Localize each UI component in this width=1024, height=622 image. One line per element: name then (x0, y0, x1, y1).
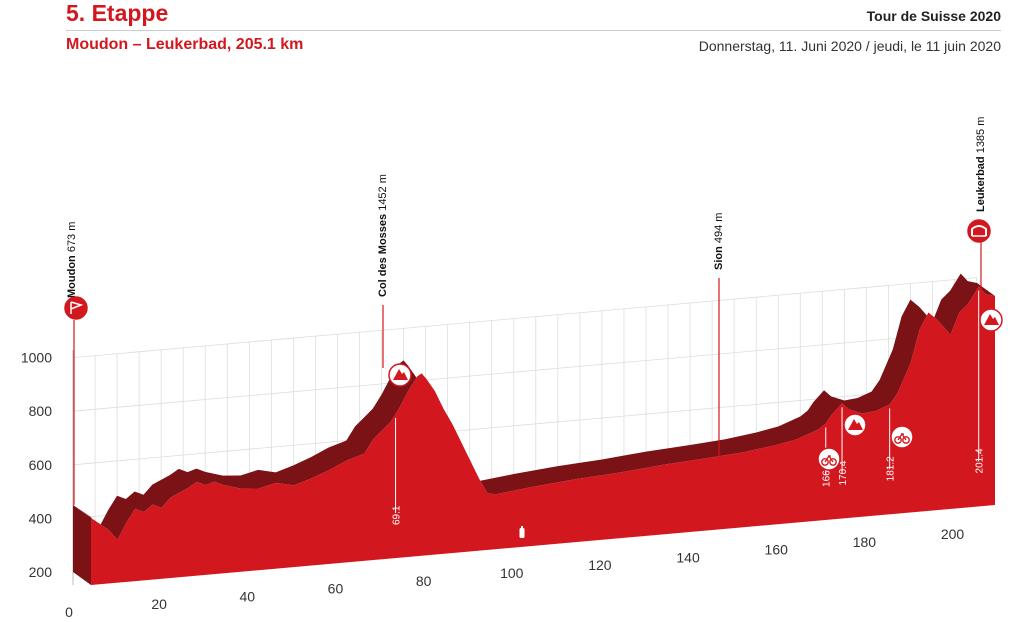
x-tick-label: 100 (500, 565, 524, 581)
finish-arch-glyph (971, 225, 987, 236)
tour-name: Tour de Suisse 2020 (866, 8, 1001, 24)
x-tick-label: 160 (765, 542, 789, 558)
x-tick-label: 60 (328, 581, 344, 597)
icon-circle (817, 447, 841, 471)
start-flag-icon (64, 296, 88, 320)
place-elevation: 673 m (66, 222, 78, 256)
frame-glyph (824, 454, 834, 463)
x-tick-label: 120 (588, 557, 612, 573)
mountain-icon (388, 363, 412, 387)
wheel-glyph (821, 458, 829, 466)
place-elevation: 1452 m (377, 174, 389, 214)
place-label: Leukerbad 1385 m (975, 117, 987, 212)
profile-top-surface (73, 273, 995, 540)
bottle-cap-glyph (521, 526, 523, 528)
km-marker-label: 69.1 (392, 505, 403, 525)
wheel-glyph (829, 458, 837, 466)
place-name: Leukerbad (975, 156, 987, 212)
x-tick-label: 180 (853, 534, 877, 550)
y-tick-label: 1000 (21, 350, 52, 366)
stage-title: 5. Etappe (66, 0, 169, 26)
mountain-icon (979, 308, 1003, 332)
y-tick-label: 800 (29, 403, 53, 419)
grid-horizontal-line (72, 330, 978, 412)
icon-circle (890, 425, 914, 449)
wheel-glyph (902, 436, 910, 444)
x-tick-label: 40 (240, 588, 256, 604)
mountain-glyph (848, 419, 863, 430)
place-label: Sion 494 m (713, 213, 725, 270)
stage-date: Donnerstag, 11. Juni 2020 / jeudi, le 11… (698, 38, 1001, 54)
icon-circle (64, 296, 88, 320)
route-subtitle: Moudon – Leukerbad, 205.1 km (66, 36, 304, 53)
place-name: Col des Mosses (377, 214, 389, 297)
profile-left-face (73, 505, 91, 585)
header-divider (66, 30, 1001, 31)
x-tick-label: 200 (941, 526, 965, 542)
y-tick-label: 600 (29, 457, 53, 473)
y-tick-label: 200 (29, 564, 53, 580)
finish-icon (967, 219, 991, 243)
bike-sprint-icon (817, 447, 841, 471)
place-name: Moudon (66, 255, 78, 298)
feed-zone-icon (510, 521, 534, 545)
wheel-glyph (894, 436, 902, 444)
km-marker-label: 181.2 (886, 456, 897, 481)
y-tick-label: 400 (29, 510, 53, 526)
km-marker-label: 201.4 (975, 448, 986, 473)
place-label: Col des Mosses 1452 m (377, 174, 389, 297)
place-label: Moudon 673 m (66, 222, 78, 298)
place-elevation: 1385 m (975, 117, 987, 157)
x-tick-label: 0 (65, 604, 73, 620)
km-marker-label: 166.7 (822, 462, 833, 487)
mountain-glyph (984, 314, 999, 325)
x-tick-label: 80 (416, 573, 432, 589)
km-marker-label: 170.4 (838, 460, 849, 485)
flag-glyph (70, 301, 84, 314)
place-elevation: 494 m (713, 213, 725, 247)
frame-glyph (897, 432, 907, 441)
mountain-glyph (393, 369, 408, 380)
profile-front-face (91, 286, 995, 585)
x-tick-label: 20 (151, 596, 167, 612)
bottle-glyph (519, 528, 525, 538)
x-tick-label: 140 (676, 549, 700, 565)
place-name: Sion (713, 246, 725, 270)
mountain-icon (843, 413, 867, 437)
bike-sprint-icon (890, 425, 914, 449)
grid-horizontal-line (72, 277, 978, 358)
